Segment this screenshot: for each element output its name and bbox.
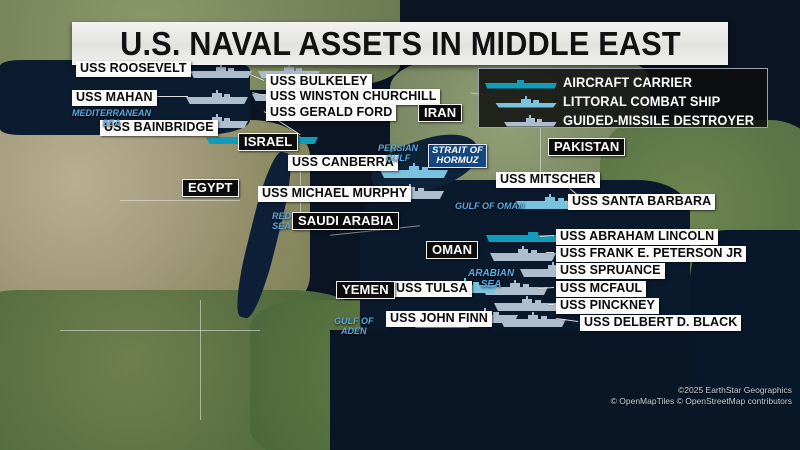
border-stroke (200, 300, 201, 420)
border-stroke (60, 330, 260, 331)
ship-label[interactable]: USS SPRUANCE (556, 263, 665, 279)
country-label-saudi-arabia: SAUDI ARABIA (292, 212, 400, 230)
legend: AIRCRAFT CARRIER LITTORAL COMBAT SHIP GU… (478, 68, 768, 128)
legend-row-destroyer: GUIDED-MISSILE DESTROYER (485, 111, 761, 129)
ship-marker-destroyer[interactable] (186, 90, 248, 105)
water-label: MEDITERRANEAN SEA (72, 108, 152, 128)
legend-row-carrier: AIRCRAFT CARRIER (485, 73, 761, 91)
leader-line (548, 304, 554, 305)
ship-label[interactable]: USS MICHAEL MURPHY (258, 186, 412, 202)
water-label: PERSIAN GULF (378, 143, 419, 163)
ship-marker-littoral[interactable] (516, 194, 584, 210)
leader-line (565, 200, 567, 205)
ship-label[interactable]: USS BULKELEY (266, 74, 372, 90)
country-label-israel: ISRAEL (238, 133, 299, 151)
ship-label[interactable]: USS MCFAUL (556, 281, 647, 297)
ship-marker-destroyer[interactable] (490, 246, 556, 262)
legend-row-littoral: LITTORAL COMBAT SHIP (485, 92, 761, 110)
ship-marker-carrier[interactable] (486, 231, 582, 243)
ship-label[interactable]: USS PINCKNEY (556, 298, 659, 314)
aircraft-carrier-icon (485, 75, 557, 90)
water-label: GULF OF ADEN (334, 316, 374, 336)
ship-label[interactable]: USS JOHN FINN (386, 311, 492, 327)
water-label: GULF OF OMAN (455, 201, 525, 211)
attribution-line-2: © OpenMapTiles © OpenStreetMap contribut… (610, 395, 792, 406)
attribution-line-1: ©2025 EarthStar Geographics (678, 385, 792, 395)
ship-label[interactable]: USS CANBERRA (288, 155, 398, 171)
strait-of-hormuz-label: STRAIT OF HORMUZ (428, 144, 488, 168)
ship-label[interactable]: USS MITSCHER (496, 172, 600, 188)
water-label: ARABIAN SEA (468, 268, 515, 290)
ship-label[interactable]: USS BAINBRIDGE (100, 120, 218, 136)
leader-line (150, 96, 188, 97)
ship-marker-destroyer[interactable] (482, 280, 548, 296)
country-label-iran: IRAN (418, 104, 463, 122)
country-label-pakistan: PAKISTAN (548, 138, 626, 156)
ship-label[interactable]: USS ROOSEVELT (76, 61, 191, 77)
page-title: U.S. NAVAL ASSETS IN MIDDLE EAST (119, 24, 681, 62)
ship-label[interactable]: USS SANTA BARBARA (568, 194, 716, 210)
border-stroke (540, 120, 541, 180)
ship-label[interactable]: USS GERALD FORD (266, 105, 397, 121)
littoral-combat-ship-icon (485, 94, 557, 109)
water-label: RED SEA (272, 211, 292, 231)
legend-label-destroyer: GUIDED-MISSILE DESTROYER (563, 112, 755, 128)
ship-marker-destroyer[interactable] (500, 312, 566, 328)
legend-label-carrier: AIRCRAFT CARRIER (563, 74, 693, 90)
country-label-oman: OMAN (426, 241, 479, 259)
title-bar: U.S. NAVAL ASSETS IN MIDDLE EAST (72, 22, 728, 65)
country-label-egypt: EGYPT (182, 179, 239, 197)
country-label-yemen: YEMEN (336, 281, 395, 299)
ship-label[interactable]: USS MAHAN (72, 90, 157, 106)
ship-label[interactable]: USS ABRAHAM LINCOLN (556, 229, 719, 245)
border-stroke (120, 200, 240, 201)
ship-label[interactable]: USS DELBERT D. BLACK (580, 315, 742, 331)
ship-marker-destroyer[interactable] (190, 64, 252, 79)
legend-label-littoral: LITTORAL COMBAT SHIP (563, 93, 721, 109)
ship-marker-littoral[interactable] (380, 163, 448, 179)
ship-label[interactable]: USS WINSTON CHURCHILL (266, 89, 441, 105)
guided-missile-destroyer-icon (485, 113, 557, 128)
ship-marker-destroyer[interactable] (494, 296, 560, 312)
map-attribution: ©2025 EarthStar Geographics © OpenMapTil… (611, 385, 792, 406)
ship-label[interactable]: USS FRANK E. PETERSON JR (556, 246, 747, 262)
leader-line (546, 252, 554, 253)
ship-label[interactable]: USS TULSA (392, 281, 472, 297)
